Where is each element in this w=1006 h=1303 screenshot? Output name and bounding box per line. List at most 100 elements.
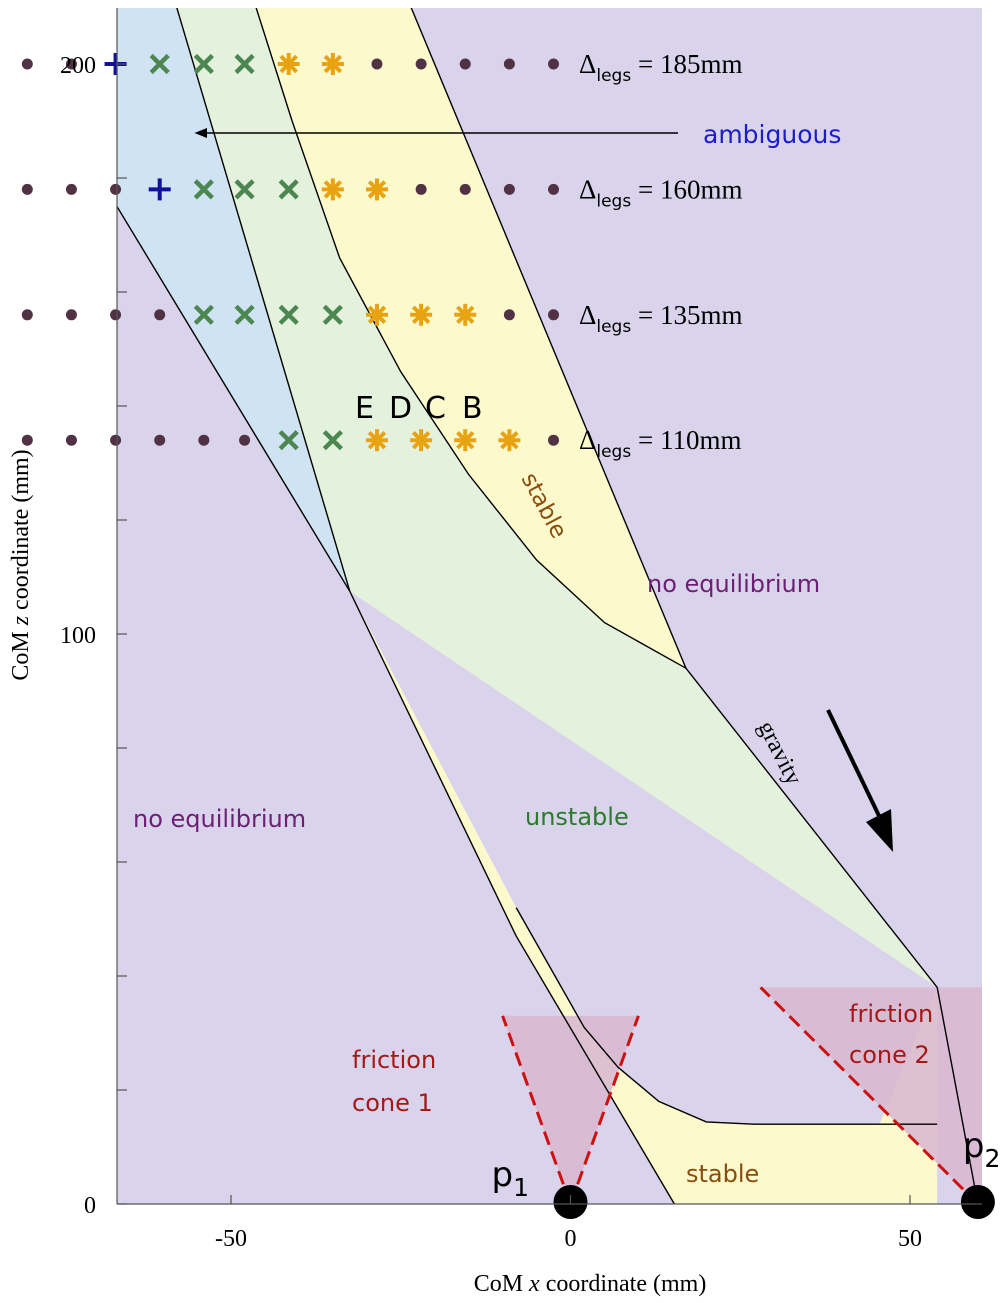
point-dot xyxy=(548,309,560,321)
point-dot xyxy=(21,58,33,70)
unstable-region xyxy=(176,8,938,988)
point-star xyxy=(410,303,433,326)
point-star xyxy=(277,53,300,75)
point-cross xyxy=(278,179,299,200)
no-equilibrium-right-boundary xyxy=(410,8,979,1204)
point-dot xyxy=(548,434,560,446)
gravity-arrow-head xyxy=(866,809,893,852)
no-equilibrium-left-label: no equilibrium xyxy=(133,805,306,833)
point-D-label: D xyxy=(389,391,412,426)
no-equilibrium-right-label: no equilibrium xyxy=(647,570,820,598)
point-cross xyxy=(322,430,343,451)
point-cross xyxy=(193,304,214,325)
point-star xyxy=(365,178,388,201)
data-points-layer xyxy=(21,53,560,452)
point-dot xyxy=(110,434,122,446)
series-label: Δlegs = 135mm xyxy=(579,300,742,337)
friction-cone-1-label-line1: friction xyxy=(352,1046,436,1074)
point-cross xyxy=(193,53,214,75)
x-axis-label: CoM x coordinate (mm) xyxy=(474,1271,707,1297)
point-cross xyxy=(278,430,299,451)
contact-p2-label: p2 xyxy=(963,1126,1001,1173)
point-E-label: E xyxy=(355,391,374,426)
point-star xyxy=(365,429,388,452)
point-star xyxy=(454,429,477,452)
friction-cone-2-label-line2: cone 2 xyxy=(849,1041,930,1069)
point-star xyxy=(410,429,433,452)
point-dot xyxy=(65,183,77,195)
stable-lower-label: stable xyxy=(686,1160,759,1188)
point-dot xyxy=(415,58,427,70)
stable-region-lower xyxy=(349,591,938,1204)
y-tick-label: 200 xyxy=(60,53,96,79)
cone-1-right-edge xyxy=(569,1015,640,1204)
y-axis-label-var: z xyxy=(8,615,34,626)
ambiguous-inner-boundary xyxy=(176,8,351,592)
cone-2-left-edge xyxy=(759,986,979,1204)
x-tick-label: 0 xyxy=(565,1226,577,1252)
point-dot xyxy=(65,309,77,321)
point-cross xyxy=(234,179,255,200)
point-dot xyxy=(154,434,166,446)
contact-p2-marker xyxy=(960,1185,995,1219)
stable-region-upper xyxy=(256,8,686,669)
gravity-arrow-shaft xyxy=(826,709,884,823)
contact-p1-label: p1 xyxy=(492,1155,530,1202)
y-tick-label: 100 xyxy=(60,623,96,649)
point-cross xyxy=(278,304,299,325)
point-dot xyxy=(503,58,515,70)
point-dot xyxy=(503,183,515,195)
point-plus xyxy=(148,178,171,201)
series-label: Δlegs = 185mm xyxy=(579,49,742,86)
point-dot xyxy=(503,309,515,321)
lower-stable-boundary xyxy=(515,907,938,1125)
point-dot xyxy=(548,58,560,70)
boundaries-layer xyxy=(117,8,979,1204)
point-dot xyxy=(21,309,33,321)
point-dot xyxy=(459,183,471,195)
x-tick-label: -50 xyxy=(215,1226,247,1252)
point-B-label: B xyxy=(462,391,483,426)
point-star xyxy=(321,178,344,201)
friction-cone-2-label-line1: friction xyxy=(849,1000,933,1028)
point-cross xyxy=(149,53,170,75)
point-dot xyxy=(548,183,560,195)
point-cross xyxy=(234,304,255,325)
point-dot xyxy=(110,183,122,195)
friction-cones-layer xyxy=(501,986,982,1204)
point-dot xyxy=(21,183,33,195)
point-dot xyxy=(371,58,383,70)
point-cross xyxy=(234,53,255,75)
ticks-layer: -50 0 50 0 100 200 xyxy=(60,53,922,1252)
series-labels: Δlegs = 185mm Δlegs = 160mm Δlegs = 135mm Δ… xyxy=(579,49,742,462)
cone-1-left-edge xyxy=(501,1015,572,1204)
unstable-stable-upper-boundary xyxy=(255,8,687,669)
ambiguous-outer-boundary xyxy=(117,205,676,1204)
point-dot xyxy=(459,58,471,70)
y-axis-label-suffix: coordinate (mm) xyxy=(8,449,34,616)
point-dot xyxy=(198,434,210,446)
friction-cone-1-label-line2: cone 1 xyxy=(352,1089,433,1117)
point-star xyxy=(321,53,344,75)
x-axis-label-var: x xyxy=(528,1271,540,1297)
unstable-label: unstable xyxy=(525,803,629,831)
point-dot xyxy=(110,309,122,321)
point-dot xyxy=(21,434,33,446)
y-axis-label-prefix: CoM xyxy=(8,625,34,680)
y-axis-label: CoM z coordinate (mm) xyxy=(8,449,34,680)
point-dot xyxy=(65,434,77,446)
series-label: Δlegs = 110mm xyxy=(579,425,741,462)
friction-cone-1-region xyxy=(502,1015,639,1204)
point-dot xyxy=(239,434,251,446)
point-star xyxy=(454,303,477,326)
y-tick-label: 0 xyxy=(84,1193,96,1219)
x-axis-label-prefix: CoM xyxy=(474,1271,529,1297)
point-dot xyxy=(65,58,77,70)
point-dot xyxy=(415,183,427,195)
series-label: Δlegs = 160mm xyxy=(579,174,742,211)
contact-points-layer: p1 p2 xyxy=(492,1126,1001,1219)
point-star xyxy=(365,303,388,326)
point-C-label: C xyxy=(425,391,446,426)
ambiguous-label: ambiguous xyxy=(703,120,841,149)
